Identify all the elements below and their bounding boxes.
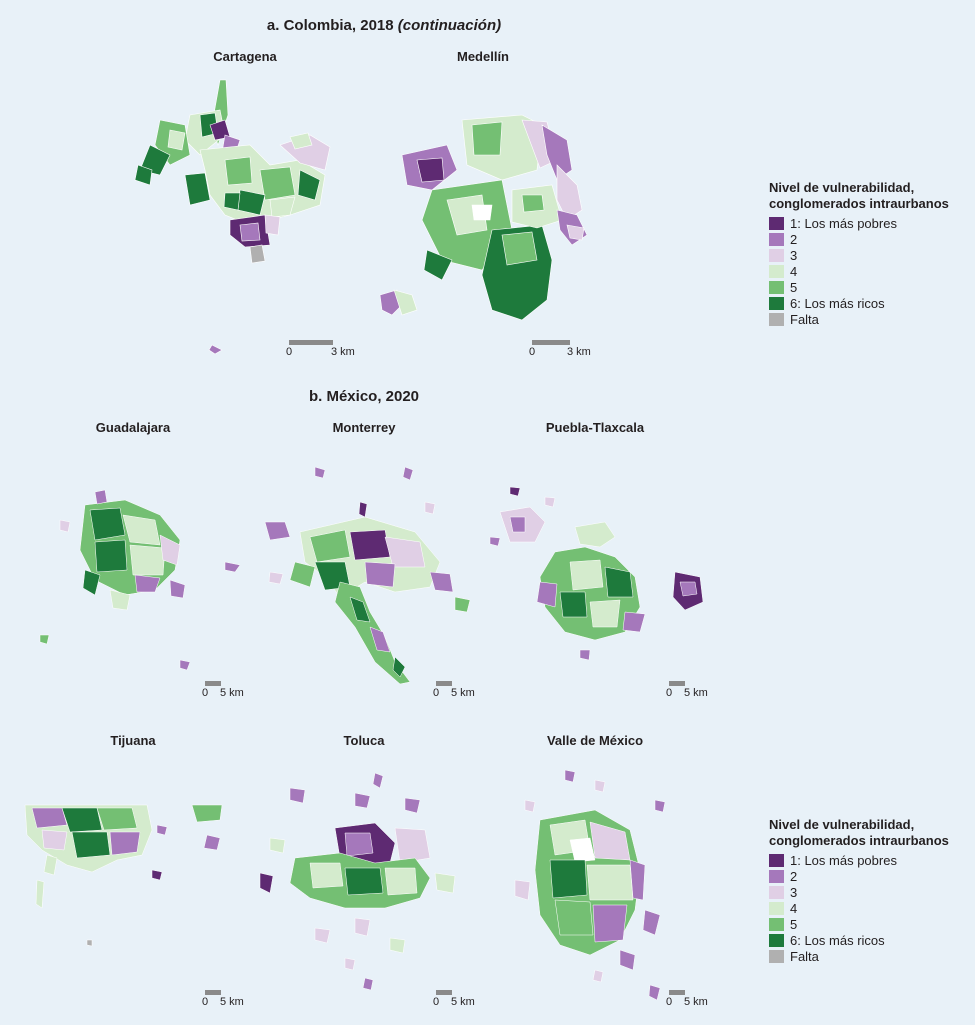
- scalebar-zero-label: 0: [433, 996, 440, 1008]
- section-a-title-suffix: (continuación): [397, 17, 502, 34]
- map-title-puebla-tlaxcala: Puebla-Tlaxcala: [545, 420, 645, 435]
- legend-title-line2: conglomerados intraurbanos: [769, 196, 949, 211]
- map-title-tijuana: Tijuana: [110, 733, 156, 748]
- legend-swatch: [769, 885, 784, 899]
- legend-item: 4: [769, 900, 969, 916]
- legend-item: 4: [769, 263, 969, 279]
- scalebar-zero-label: 0: [666, 687, 673, 699]
- legend-label: 3: [790, 884, 798, 900]
- legend-label: 4: [790, 263, 798, 279]
- map-cartagena: [134, 79, 331, 355]
- legend-swatch: [769, 232, 784, 246]
- legend-bottom: Nivel de vulnerabilidad, conglomerados i…: [769, 817, 969, 964]
- map-puebla-tlaxcala: [489, 486, 704, 661]
- scalebar-zero-label: 0: [529, 346, 536, 358]
- legend-item: 2: [769, 868, 969, 884]
- legend-item: 6: Los más ricos: [769, 295, 969, 311]
- scalebar-distance-label: 3 km: [567, 346, 591, 358]
- legend-label: 1: Los más pobres: [790, 852, 897, 868]
- legend-swatch: [769, 949, 784, 963]
- map-valle-de-mexico: [514, 769, 666, 1001]
- legend-title-line2: conglomerados intraurbanos: [769, 833, 949, 848]
- scalebar-zero-label: 0: [202, 996, 209, 1008]
- legend-title: Nivel de vulnerabilidad, conglomerados i…: [769, 817, 969, 849]
- map-title-monterrey: Monterrey: [332, 420, 396, 435]
- scalebar-distance-label: 3 km: [331, 346, 355, 358]
- map-title-medellin: Medellín: [456, 49, 510, 64]
- scalebar-bar: [669, 990, 685, 995]
- map-title-guadalajara: Guadalajara: [95, 420, 171, 435]
- legend-swatch: [769, 853, 784, 867]
- scalebar-bar: [289, 340, 333, 345]
- scalebar-distance-label: 5 km: [220, 687, 244, 699]
- scalebar-zero-label: 0: [286, 346, 293, 358]
- map-title-toluca: Toluca: [343, 733, 385, 748]
- legend-item: Falta: [769, 948, 969, 964]
- legend-label: 1: Los más pobres: [790, 215, 897, 231]
- legend-item: 5: [769, 279, 969, 295]
- scalebar-distance-label: 5 km: [220, 996, 244, 1008]
- legend-label: 5: [790, 916, 798, 932]
- legend-title: Nivel de vulnerabilidad, conglomerados i…: [769, 180, 969, 212]
- map-title-valle-de-mexico: Valle de México: [546, 733, 644, 748]
- legend-label: Falta: [790, 311, 819, 327]
- map-guadalajara: [39, 489, 241, 671]
- map-tijuana: [24, 804, 223, 947]
- scalebar-bar: [205, 990, 221, 995]
- scalebar-distance-label: 5 km: [451, 996, 475, 1008]
- map-title-cartagena: Cartagena: [213, 49, 277, 64]
- scalebar-bar: [669, 681, 685, 686]
- legend-swatch: [769, 264, 784, 278]
- legend-title-line1: Nivel de vulnerabilidad,: [769, 180, 915, 195]
- scalebar-zero-label: 0: [666, 996, 673, 1008]
- scalebar-bar: [205, 681, 221, 686]
- legend-label: 2: [790, 231, 798, 247]
- legend-label: Falta: [790, 948, 819, 964]
- map-toluca: [259, 772, 456, 991]
- legend-swatch: [769, 869, 784, 883]
- legend-label: 3: [790, 247, 798, 263]
- scalebar-bar: [532, 340, 570, 345]
- legend-swatch: [769, 917, 784, 931]
- section-b-title: b. México, 2020: [308, 388, 420, 405]
- legend-swatch: [769, 280, 784, 294]
- scalebar-bar: [436, 990, 452, 995]
- legend-label: 6: Los más ricos: [790, 932, 885, 948]
- legend-item: 1: Los más pobres: [769, 215, 969, 231]
- scalebar-distance-label: 5 km: [684, 687, 708, 699]
- legend-title-line1: Nivel de vulnerabilidad,: [769, 817, 915, 832]
- legend-item: 6: Los más ricos: [769, 932, 969, 948]
- legend-item: 3: [769, 247, 969, 263]
- legend-swatch: [769, 216, 784, 230]
- legend-label: 6: Los más ricos: [790, 295, 885, 311]
- legend-item: Falta: [769, 311, 969, 327]
- legend-label: 4: [790, 900, 798, 916]
- section-a-title: a. Colombia, 2018 (continuación): [267, 17, 501, 34]
- scalebar-distance-label: 5 km: [684, 996, 708, 1008]
- legend-item: 2: [769, 231, 969, 247]
- legend-swatch: [769, 901, 784, 915]
- legend-swatch: [769, 248, 784, 262]
- map-monterrey: [264, 466, 471, 685]
- legend-top: Nivel de vulnerabilidad, conglomerados i…: [769, 180, 969, 327]
- legend-item: 3: [769, 884, 969, 900]
- legend-swatch: [769, 296, 784, 310]
- legend-swatch: [769, 933, 784, 947]
- legend-label: 2: [790, 868, 798, 884]
- map-medellin: [379, 114, 588, 321]
- section-a-title-main: a. Colombia, 2018: [266, 17, 394, 34]
- scalebar-zero-label: 0: [433, 687, 440, 699]
- scalebar-bar: [436, 681, 452, 686]
- legend-label: 5: [790, 279, 798, 295]
- legend-item: 5: [769, 916, 969, 932]
- legend-swatch: [769, 312, 784, 326]
- scalebar-zero-label: 0: [202, 687, 209, 699]
- scalebar-distance-label: 5 km: [451, 687, 475, 699]
- legend-item: 1: Los más pobres: [769, 852, 969, 868]
